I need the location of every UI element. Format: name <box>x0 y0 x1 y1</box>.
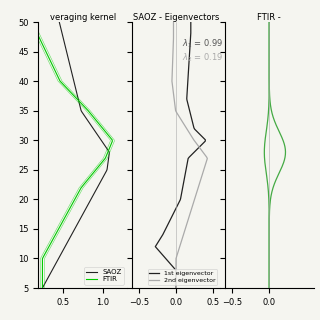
Legend: 1st eigenvector, 2nd eigenvector: 1st eigenvector, 2nd eigenvector <box>148 269 217 285</box>
Title: veraging kernel: veraging kernel <box>50 12 116 22</box>
Text: $\lambda_2$ = 0.19: $\lambda_2$ = 0.19 <box>182 52 224 64</box>
Title: SAOZ - Eigenvectors: SAOZ - Eigenvectors <box>133 12 219 22</box>
Text: $\lambda_1$ = 0.99: $\lambda_1$ = 0.99 <box>182 37 224 50</box>
Legend: SAOZ, FTIR: SAOZ, FTIR <box>84 267 124 284</box>
Title: FTIR -: FTIR - <box>257 12 281 22</box>
